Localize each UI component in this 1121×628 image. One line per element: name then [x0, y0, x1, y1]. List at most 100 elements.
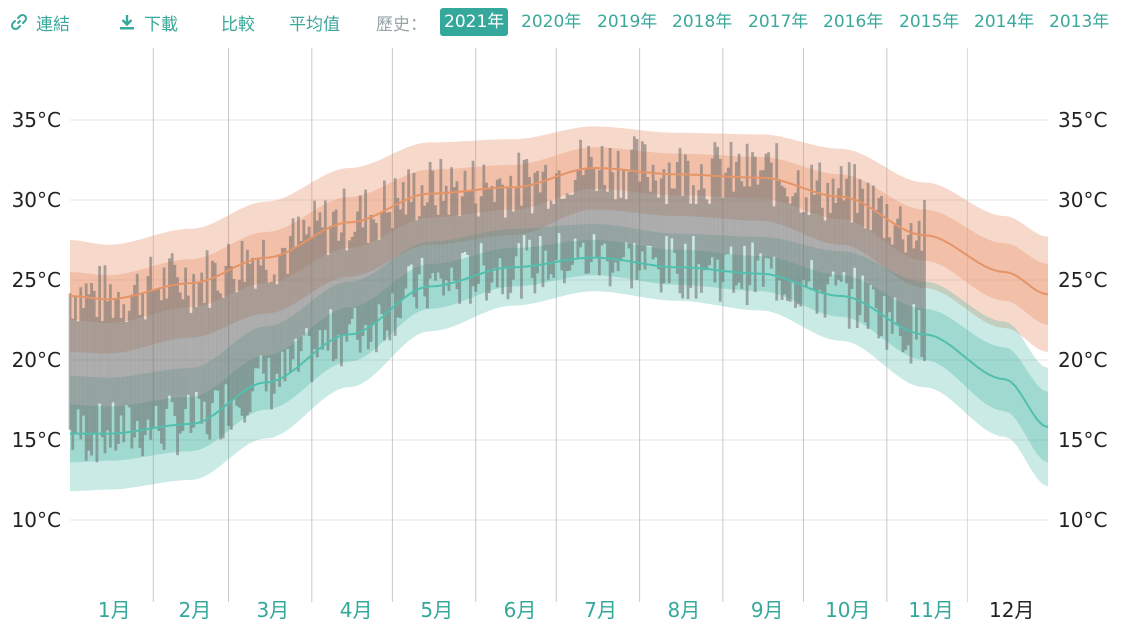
observed-day-bar	[560, 198, 564, 271]
observed-day-bar	[431, 170, 435, 274]
observed-day-bar	[673, 188, 677, 253]
observed-day-bar	[162, 267, 166, 450]
y-tick-label-left: 10°C	[12, 508, 61, 532]
month-label[interactable]: 6月	[504, 598, 537, 622]
average-label: 平均值	[289, 14, 340, 35]
observed-day-bar	[667, 162, 671, 284]
observed-day-bar	[863, 228, 867, 323]
observed-day-bar	[904, 252, 908, 350]
observed-day-bar	[909, 223, 913, 364]
observed-day-bar	[692, 185, 695, 236]
observed-day-bar	[71, 318, 75, 450]
year-2020[interactable]: 2020年	[521, 12, 582, 32]
observed-day-bar	[447, 214, 451, 291]
observed-day-bar	[584, 167, 588, 274]
observed-day-bar	[181, 299, 185, 432]
year-2013[interactable]: 2013年	[1049, 12, 1110, 32]
observed-day-bar	[549, 200, 553, 275]
observed-day-bar	[243, 281, 247, 423]
observed-day-bar	[775, 143, 779, 301]
observed-day-bar	[407, 169, 411, 267]
observed-day-bar	[444, 185, 448, 281]
observed-day-bar	[450, 167, 454, 268]
month-label[interactable]: 10月	[825, 598, 870, 622]
observed-day-bar	[608, 147, 612, 287]
observed-day-bar	[571, 194, 574, 265]
observed-day-bar	[364, 189, 368, 326]
month-label[interactable]: 7月	[584, 598, 617, 622]
observed-day-bar	[95, 316, 99, 463]
observed-day-bar	[751, 152, 754, 243]
link-button[interactable]: 連結	[10, 9, 70, 35]
observed-day-bar	[103, 265, 107, 454]
observed-day-bar	[638, 181, 642, 271]
year-2016[interactable]: 2016年	[823, 12, 884, 32]
observed-day-bar	[176, 277, 179, 456]
observed-day-bar	[305, 234, 308, 329]
observed-day-bar	[882, 238, 886, 296]
observed-day-bar	[702, 188, 706, 271]
month-label[interactable]: 9月	[751, 598, 784, 622]
download-button[interactable]: 下載	[118, 9, 178, 35]
year-2019[interactable]: 2019年	[597, 12, 658, 32]
observed-day-bar	[436, 214, 440, 273]
observed-day-bar	[614, 199, 617, 263]
observed-day-bar	[369, 215, 373, 342]
observed-day-bar	[495, 179, 499, 288]
observed-day-bar	[745, 143, 749, 306]
download-label: 下載	[144, 14, 178, 35]
high-temp-inner-band	[70, 147, 1048, 325]
observed-day-bar	[678, 148, 682, 294]
month-label[interactable]: 3月	[256, 598, 289, 622]
observed-day-bar	[291, 218, 295, 360]
observed-day-bar	[463, 170, 467, 252]
observed-day-bar	[528, 177, 531, 240]
observed-day-bar	[506, 186, 510, 300]
month-label[interactable]: 8月	[668, 598, 701, 622]
observed-day-bar	[323, 200, 327, 330]
observed-day-bar	[877, 197, 881, 339]
observed-day-bar	[192, 273, 196, 428]
compare-button[interactable]: 比較	[221, 9, 255, 35]
observed-day-bar	[434, 205, 437, 281]
month-label[interactable]: 12月	[989, 598, 1034, 622]
observed-day-bar	[885, 204, 889, 350]
observed-day-bar	[622, 170, 625, 258]
month-label[interactable]: 5月	[420, 598, 453, 622]
month-label[interactable]: 2月	[179, 598, 212, 622]
observed-day-bar	[538, 192, 542, 236]
observed-day-bar	[141, 293, 145, 457]
observed-day-bar	[493, 201, 496, 269]
month-label[interactable]: 1月	[98, 598, 131, 622]
observed-day-bar	[799, 212, 803, 307]
observed-day-bar	[791, 196, 795, 283]
observed-temperature-bars	[68, 136, 926, 463]
observed-day-bar	[361, 227, 365, 337]
year-2015[interactable]: 2015年	[899, 12, 960, 32]
month-label[interactable]: 11月	[908, 598, 953, 622]
mean-temperature-lines	[69, 166, 1049, 435]
month-label[interactable]: 4月	[340, 598, 373, 622]
observed-day-bar	[337, 240, 341, 335]
observed-day-bar	[718, 158, 722, 302]
observed-day-bar	[259, 265, 263, 356]
observed-day-bar	[619, 197, 623, 261]
average-button[interactable]: 平均值	[289, 9, 340, 35]
observed-day-bar	[616, 150, 620, 272]
year-2021[interactable]: 2021年	[440, 8, 509, 36]
observed-day-bar	[670, 188, 674, 239]
year-2018[interactable]: 2018年	[672, 12, 733, 32]
observed-day-bar	[280, 248, 284, 352]
year-2014[interactable]: 2014年	[974, 12, 1035, 32]
year-2017[interactable]: 2017年	[748, 12, 809, 32]
observed-day-bar	[501, 184, 505, 295]
observed-day-bar	[826, 182, 830, 285]
observed-day-bar	[146, 276, 150, 420]
observed-day-bar	[606, 191, 609, 262]
observed-day-bar	[880, 196, 883, 337]
y-tick-label-left: 30°C	[12, 188, 61, 212]
observed-day-bar	[893, 225, 897, 298]
y-axis-left: 10°C 15°C 20°C 25°C 30°C 35°C	[12, 108, 61, 532]
observed-day-bar	[700, 164, 703, 293]
